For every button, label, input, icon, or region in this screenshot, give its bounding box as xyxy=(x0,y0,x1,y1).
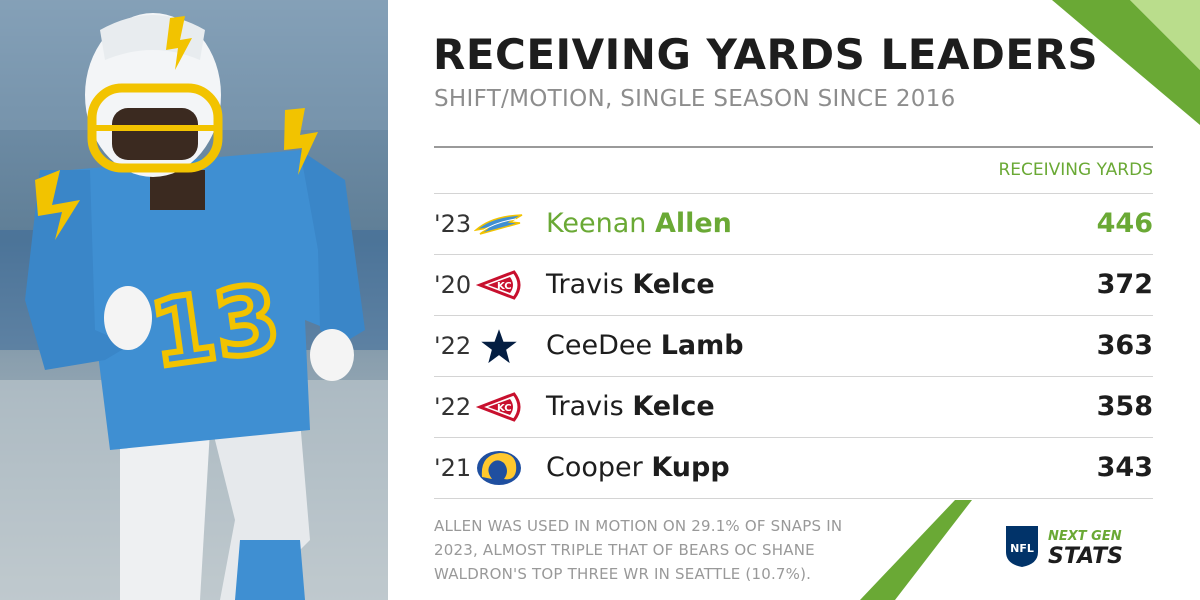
player-name: Keenan Allen xyxy=(546,208,732,239)
svg-text:KC: KC xyxy=(497,281,512,292)
table-row: '21 Cooper Kupp 343 xyxy=(434,437,1153,499)
receiving-yards-value: 446 xyxy=(1096,208,1153,239)
season-year: '21 xyxy=(434,454,472,482)
table-row: '20 KC Travis Kelce 372 xyxy=(434,254,1153,315)
nfl-shield-icon xyxy=(1006,526,1038,567)
receiving-yards-value: 358 xyxy=(1096,391,1153,422)
season-year: '20 xyxy=(434,271,472,299)
table-row: '23 Keenan Allen 446 xyxy=(434,193,1153,254)
table-row: '22 KC Travis Kelce 358 xyxy=(434,376,1153,437)
svg-text:KC: KC xyxy=(497,403,512,414)
cowboys-star-logo xyxy=(476,325,522,367)
player-name: CeeDee Lamb xyxy=(546,330,744,361)
player-name: Travis Kelce xyxy=(546,391,715,422)
chiefs-arrowhead-logo: KC xyxy=(475,392,521,422)
season-year: '22 xyxy=(434,393,472,421)
player-name: Travis Kelce xyxy=(546,269,715,300)
nfl-next-gen-stats-logo: NFL NEXT GEN STATS xyxy=(1006,526,1123,568)
page-subtitle: SHIFT/MOTION, SINGLE SEASON SINCE 2016 xyxy=(434,86,956,112)
player-name: Cooper Kupp xyxy=(546,452,730,483)
nfl-shield-text: NFL xyxy=(1010,542,1034,555)
receiving-yards-value: 363 xyxy=(1096,330,1153,361)
table-row: '22 CeeDee Lamb 363 xyxy=(434,315,1153,376)
column-header-receiving-yards: RECEIVING YARDS xyxy=(998,160,1153,180)
divider xyxy=(434,146,1153,148)
season-year: '22 xyxy=(434,332,472,360)
stats-text: STATS xyxy=(1048,544,1123,568)
season-year: '23 xyxy=(434,210,472,238)
player-illustration: 13 xyxy=(0,0,388,600)
chargers-bolt-logo xyxy=(474,214,523,235)
jersey-number: 13 xyxy=(144,265,286,389)
next-gen-text: NEXT GEN xyxy=(1048,529,1122,544)
rams-horn-logo xyxy=(477,451,521,485)
receiving-yards-value: 343 xyxy=(1096,452,1153,483)
player-photo: 13 xyxy=(0,0,388,600)
chiefs-arrowhead-logo: KC xyxy=(475,270,521,300)
leaders-table: '23 Keenan Allen 446 '20 KC Travis Kelce… xyxy=(434,193,1153,499)
receiving-yards-value: 372 xyxy=(1096,269,1153,300)
footnote: ALLEN WAS USED IN MOTION ON 29.1% OF SNA… xyxy=(434,517,843,583)
page-title: RECEIVING YARDS LEADERS xyxy=(433,30,1099,79)
